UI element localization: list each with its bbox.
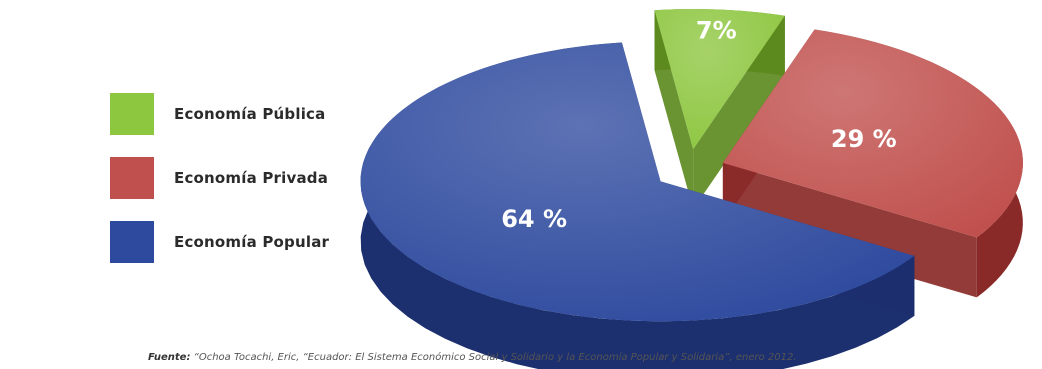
legend-swatch-economia-publica bbox=[110, 93, 154, 135]
pie-slice-gloss-economia-popular bbox=[360, 42, 915, 322]
source-label: Fuente: bbox=[148, 352, 191, 363]
source-text: “Ochoa Tocachi, Eric, “Ecuador: El Siste… bbox=[193, 352, 797, 363]
pie-slice-gloss-economia-privada bbox=[722, 29, 1023, 238]
pie-label-economia-publica: 7% bbox=[696, 17, 737, 45]
legend-label-economia-popular: Economía Popular bbox=[174, 233, 330, 251]
legend-swatch-economia-privada bbox=[110, 157, 154, 199]
legend-label-economia-publica: Economía Pública bbox=[174, 105, 326, 123]
pie-slice-side-economia-popular bbox=[360, 42, 915, 369]
legend-item-economia-privada: Economía Privada bbox=[110, 157, 329, 199]
pie-label-economia-privada: 29 % bbox=[831, 125, 897, 153]
pie-slice-gloss-economia-publica bbox=[654, 9, 785, 150]
pie-slice-face-economia-publica-0 bbox=[654, 10, 694, 210]
pie-slice-face-economia-publica-1 bbox=[693, 15, 785, 210]
legend-item-economia-publica: Economía Pública bbox=[110, 93, 329, 135]
legend-item-economia-popular: Economía Popular bbox=[110, 221, 329, 263]
source-citation: Fuente: “Ochoa Tocachi, Eric, “Ecuador: … bbox=[148, 352, 1038, 363]
pie-label-economia-popular: 64 % bbox=[501, 205, 567, 233]
legend: Economía Pública Economía Privada Econom… bbox=[110, 93, 329, 285]
legend-swatch-economia-popular bbox=[110, 221, 154, 263]
legend-label-economia-privada: Economía Privada bbox=[174, 169, 329, 187]
